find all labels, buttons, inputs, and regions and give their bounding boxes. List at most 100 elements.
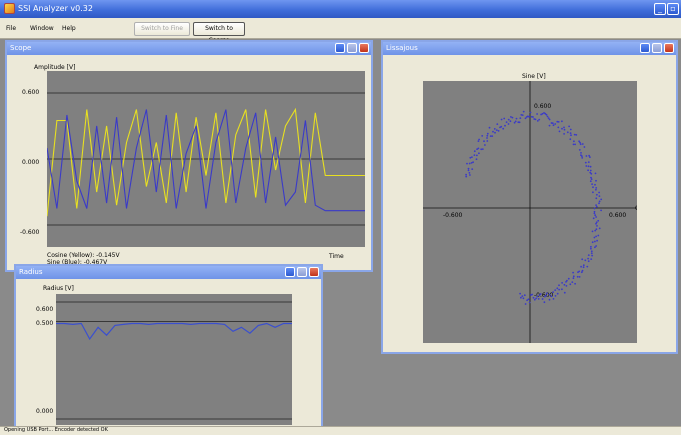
lissajous-point [465, 173, 467, 176]
menu-window[interactable]: Window [30, 25, 54, 32]
lissajous-point [469, 156, 472, 159]
lissajous-point [580, 152, 582, 154]
lissajous-point [595, 197, 598, 200]
lissajous-window-title: Lissajous [386, 44, 418, 52]
lissajous-point [545, 292, 548, 295]
lissajous-point [598, 195, 601, 197]
lissajous-point [579, 141, 581, 144]
lissajous-point [595, 188, 597, 191]
lissajous-point [563, 128, 566, 131]
lissajous-point [538, 118, 541, 121]
lissajous-point [558, 288, 560, 291]
lissajous-point [520, 296, 522, 299]
radius-window-titlebar[interactable]: Radius [16, 266, 321, 279]
radius-minimize-icon[interactable] [285, 267, 295, 277]
lissajous-close-icon[interactable] [664, 43, 674, 53]
lissajous-point [500, 118, 503, 121]
lissajous-point [510, 116, 512, 118]
lissajous-point [600, 198, 603, 201]
lissajous-tick-top: 0.600 [534, 103, 551, 110]
lissajous-maximize-icon[interactable] [652, 43, 662, 53]
lissajous-point [591, 241, 594, 244]
lissajous-point [590, 258, 593, 260]
lissajous-point [519, 117, 522, 119]
lissajous-point [492, 130, 494, 133]
scope-maximize-icon[interactable] [347, 43, 357, 53]
lissajous-point [563, 291, 566, 294]
radius-close-icon[interactable] [309, 267, 319, 277]
lissajous-point [473, 154, 476, 156]
lissajous-point [545, 113, 548, 116]
lissajous-point [558, 130, 561, 133]
lissajous-point [590, 245, 592, 248]
lissajous-point [523, 294, 526, 297]
switch-to-fine-button[interactable]: Switch to Fine [134, 22, 190, 36]
lissajous-point [581, 155, 583, 157]
lissajous-point [597, 219, 600, 222]
radius-tick-top: 0.600 [36, 306, 54, 313]
lissajous-point [486, 137, 488, 139]
lissajous-point [552, 298, 555, 300]
lissajous-point [593, 236, 596, 239]
lissajous-point [491, 135, 494, 137]
lissajous-point [595, 235, 597, 238]
radius-plot-area [56, 294, 292, 425]
lissajous-point [483, 140, 485, 143]
lissajous-point [592, 186, 594, 189]
lissajous-point [543, 112, 545, 114]
lissajous-point [563, 283, 566, 286]
radius-y-axis-label: Radius [V] [43, 285, 74, 292]
radius-series [56, 322, 292, 341]
scope-window-titlebar[interactable]: Scope [7, 42, 371, 55]
lissajous-point [466, 162, 468, 165]
lissajous-point [521, 114, 524, 116]
lissajous-point [595, 228, 598, 231]
menu-file[interactable]: File [6, 25, 17, 32]
scope-window-title: Scope [10, 44, 32, 52]
lissajous-point [505, 121, 508, 123]
lissajous-point [548, 118, 551, 121]
lissajous-window-titlebar[interactable]: Lissajous [383, 42, 676, 55]
lissajous-point [477, 147, 480, 150]
lissajous-point [543, 301, 546, 304]
lissajous-minimize-icon[interactable] [640, 43, 650, 53]
minimize-icon[interactable]: _ [654, 3, 666, 15]
lissajous-point [595, 187, 598, 189]
lissajous-point [569, 132, 572, 134]
lissajous-point [561, 120, 563, 123]
status-text: Opening USB Port... Encoder detected OK [4, 427, 108, 433]
lissajous-point [554, 289, 557, 291]
menu-help[interactable]: Help [62, 25, 76, 32]
lissajous-point [593, 212, 596, 215]
lissajous-point [507, 123, 510, 125]
lissajous-point [590, 252, 593, 255]
lissajous-point [488, 126, 491, 129]
lissajous-point [589, 165, 592, 168]
lissajous-point [591, 254, 593, 257]
scope-series-cosine [46, 107, 365, 217]
lissajous-point [500, 125, 503, 128]
lissajous-point [465, 175, 468, 178]
lissajous-point [541, 298, 544, 300]
lissajous-point [493, 128, 496, 130]
lissajous-point [581, 269, 584, 272]
lissajous-point [471, 156, 473, 158]
lissajous-point [587, 254, 590, 256]
lissajous-x-axis-label: Cosine [V] [635, 205, 637, 212]
switch-to-coarse-button[interactable]: Switch to Coarse [193, 22, 245, 44]
scope-close-icon[interactable] [359, 43, 369, 53]
restore-icon[interactable]: ▫ [667, 3, 679, 15]
lissajous-point [590, 247, 592, 250]
lissajous-point [547, 117, 550, 119]
lissajous-point [544, 112, 547, 115]
lissajous-point [585, 165, 588, 167]
lissajous-point [577, 271, 579, 274]
lissajous-point [563, 133, 565, 135]
lissajous-point [558, 284, 560, 287]
lissajous-point [568, 125, 570, 128]
radius-maximize-icon[interactable] [297, 267, 307, 277]
radius-chart [56, 301, 292, 420]
lissajous-point [561, 127, 563, 130]
lissajous-point [536, 295, 539, 298]
scope-minimize-icon[interactable] [335, 43, 345, 53]
